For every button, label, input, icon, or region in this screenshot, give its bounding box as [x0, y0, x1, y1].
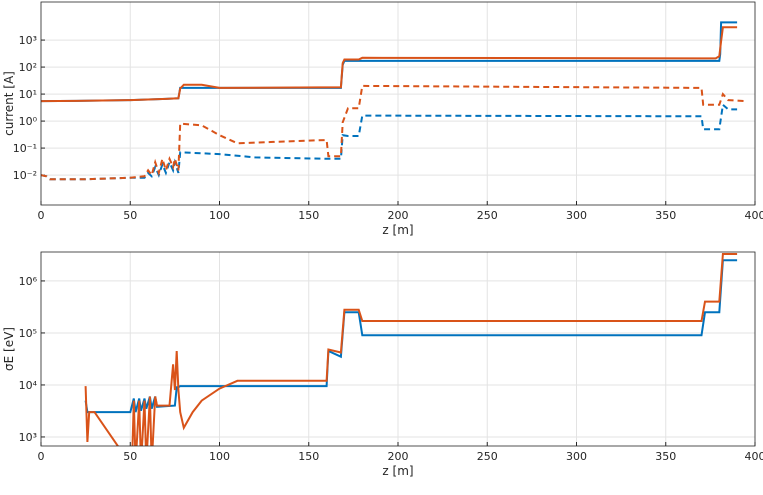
y-tick-label: 10² — [19, 61, 37, 74]
y-tick-label: 10³ — [19, 431, 37, 444]
x-tick-label: 250 — [477, 209, 498, 222]
x-tick-label: 100 — [209, 209, 230, 222]
x-tick-label: 100 — [209, 450, 230, 463]
x-tick-label: 350 — [655, 450, 676, 463]
x-tick-label: 400 — [745, 209, 763, 222]
x-axis-label: z [m] — [382, 223, 413, 237]
y-tick-label: 10⁻¹ — [13, 142, 37, 155]
x-tick-label: 50 — [123, 450, 137, 463]
x-tick-label: 300 — [566, 209, 587, 222]
y-tick-label: 10⁶ — [19, 275, 38, 288]
x-tick-label: 250 — [477, 450, 498, 463]
x-tick-label: 300 — [566, 450, 587, 463]
y-tick-label: 10⁻² — [13, 169, 37, 182]
y-axis-label: current [A] — [2, 71, 16, 136]
y-axis-label: σE [eV] — [2, 327, 16, 371]
x-tick-label: 50 — [123, 209, 137, 222]
x-tick-label: 150 — [298, 209, 319, 222]
y-tick-label: 10⁴ — [19, 379, 38, 392]
x-tick-label: 350 — [655, 209, 676, 222]
x-tick-label: 400 — [745, 450, 763, 463]
x-tick-label: 150 — [298, 450, 319, 463]
y-tick-label: 10⁰ — [19, 115, 38, 128]
x-axis-label: z [m] — [382, 464, 413, 478]
y-tick-label: 10⁵ — [19, 327, 37, 340]
x-tick-label: 0 — [38, 209, 45, 222]
subplot: 0 50 100 150 200 250 300 350 400 10³ 10⁴ 10⁵ 10⁶ z [m… — [2, 252, 763, 478]
x-tick-label: 200 — [388, 209, 409, 222]
x-tick-label: 0 — [38, 450, 45, 463]
subplot: 0 50 100 150 200 250 300 350 400 10⁻² 10⁻¹ 10⁰ 10¹ 10… — [2, 2, 763, 237]
x-tick-label: 200 — [388, 450, 409, 463]
y-tick-label: 10¹ — [19, 88, 37, 101]
y-tick-label: 10³ — [19, 34, 37, 47]
